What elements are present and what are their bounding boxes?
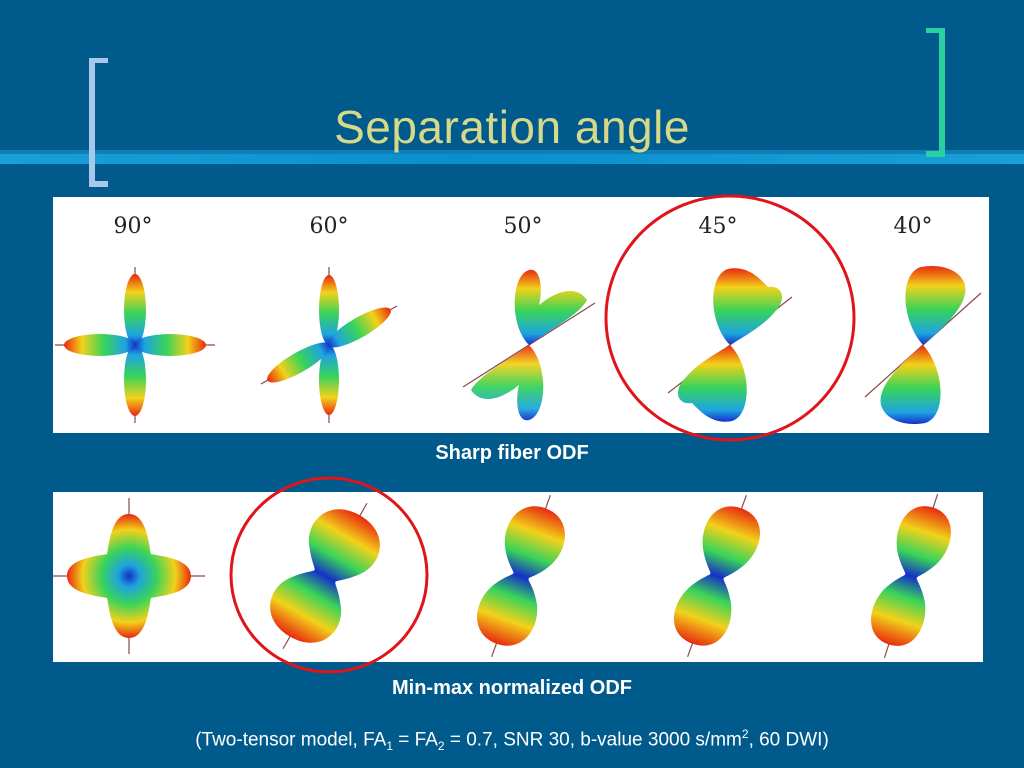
angle-label-90: 90° xyxy=(114,214,153,239)
footnote-mid1: = FA xyxy=(393,729,438,751)
minmax-odf-50 xyxy=(477,494,565,658)
header-accent-line xyxy=(0,154,1024,164)
footnote-prefix: (Two-tensor model, FA xyxy=(195,729,387,751)
footnote-suffix: , 60 DWI) xyxy=(748,729,829,751)
minmax-odf-90 xyxy=(53,498,205,654)
slide-title: Separation angle xyxy=(334,101,690,153)
minmax-odf-caption: Min-max normalized ODF xyxy=(391,677,633,699)
minmax-odf-40 xyxy=(871,494,951,658)
header-accent-line-thin xyxy=(0,150,1024,154)
sharp-odf-caption: Sharp fiber ODF xyxy=(435,442,589,464)
sharp-odf-figure: 90° 60° 50° 45° 40° xyxy=(55,214,982,425)
highlight-circle-45 xyxy=(604,194,856,442)
sharp-odf-50 xyxy=(462,269,596,421)
footnote-sub1: 1 xyxy=(386,739,393,754)
sharp-odf-panel: 90° 60° 50° 45° 40° xyxy=(53,197,989,433)
footnote-sup: 2 xyxy=(741,727,749,741)
right-bracket-decoration xyxy=(926,28,945,157)
footnote-mid2: = 0.7, SNR 30, b-value 3000 s/mm xyxy=(444,729,742,751)
left-bracket-decoration xyxy=(89,58,108,187)
footnote: (Two-tensor model, FA1 = FA2 = 0.7, SNR … xyxy=(0,727,1024,753)
minmax-odf-figure xyxy=(53,494,951,658)
sharp-odf-40 xyxy=(864,265,982,425)
highlight-circle-60 xyxy=(229,476,429,674)
angle-label-45: 45° xyxy=(699,214,738,239)
angle-label-60: 60° xyxy=(310,214,349,239)
minmax-odf-panel xyxy=(53,492,983,662)
footnote-sub2: 2 xyxy=(437,739,445,754)
minmax-odf-45 xyxy=(674,494,760,658)
angle-label-40: 40° xyxy=(894,214,933,239)
angle-label-50: 50° xyxy=(504,214,543,239)
minmax-odf-60 xyxy=(270,502,380,650)
sharp-odf-45 xyxy=(667,268,793,422)
sharp-odf-90 xyxy=(55,267,215,423)
sharp-odf-60 xyxy=(260,267,398,423)
